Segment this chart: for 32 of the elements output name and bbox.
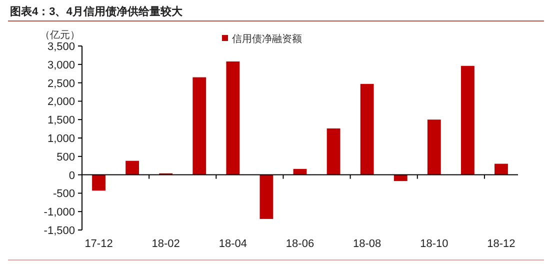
bar: [92, 174, 106, 191]
y-tick-label: -1,500: [44, 225, 75, 237]
x-tick-label: 18-08: [353, 238, 382, 250]
y-tick-label: 2,000: [47, 96, 75, 108]
bar: [460, 66, 474, 175]
bar: [494, 164, 508, 175]
x-tick-label: 17-12: [84, 238, 113, 250]
bar: [326, 128, 340, 175]
x-tick-label: 18-12: [487, 238, 516, 250]
y-tick-label: 1,500: [47, 114, 75, 127]
y-tick-label: 3,500: [47, 41, 75, 53]
chart-title: 图表4：3、4月信用债净供给量较大: [10, 5, 184, 18]
y-tick-label: 500: [56, 151, 75, 164]
x-tick-label: 18-04: [218, 238, 247, 250]
bar: [192, 77, 206, 175]
x-tick-label: 18-02: [152, 238, 180, 250]
y-tick-label: 1,000: [47, 133, 75, 145]
y-tick-label: -1,000: [44, 206, 75, 219]
bar: [260, 174, 274, 219]
bar: [226, 61, 240, 175]
bar: [126, 160, 140, 175]
bar: [293, 168, 307, 175]
bar: [360, 84, 374, 175]
legend-label: 信用债净融资额: [232, 33, 302, 45]
y-tick-label: -500: [52, 188, 75, 200]
x-tick-label: 18-10: [420, 238, 448, 250]
y-tick-label: 3,000: [47, 59, 75, 72]
y-tick-label: 2,500: [47, 78, 75, 90]
bar: [427, 120, 441, 175]
y-axis-title: （亿元）: [40, 30, 80, 41]
y-tick-label: 0: [68, 170, 75, 182]
x-tick-label: 18-06: [286, 238, 314, 250]
